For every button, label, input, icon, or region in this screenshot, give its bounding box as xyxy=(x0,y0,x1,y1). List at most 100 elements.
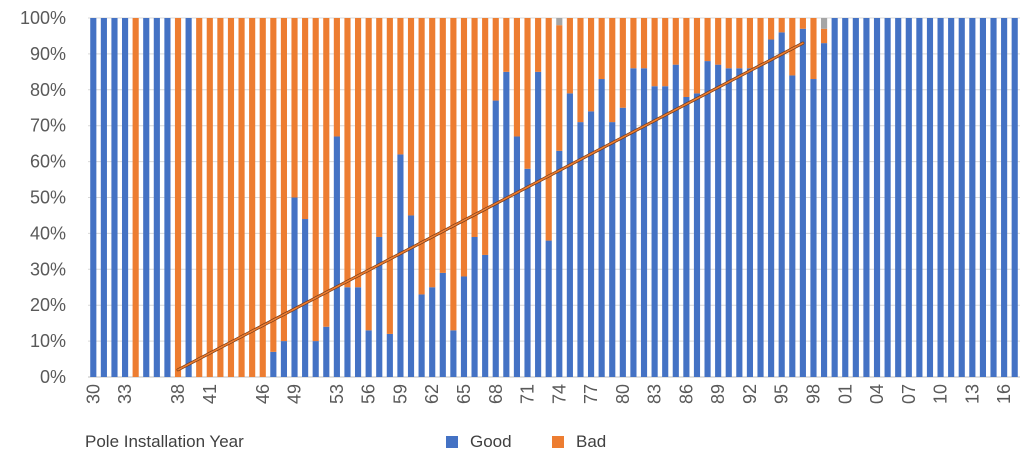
bar-segment-bad-78 xyxy=(598,18,605,80)
bar-segment-bad-38 xyxy=(174,18,182,377)
bar-segment-bad-68 xyxy=(492,18,499,101)
bar-segment-good-67 xyxy=(482,254,489,377)
bar-segment-good-49 xyxy=(291,197,298,377)
x-tick-label: 13 xyxy=(962,384,982,404)
y-tick-label: 20% xyxy=(30,295,66,315)
bar-segment-good-02 xyxy=(852,18,859,377)
bar-segment-good-60 xyxy=(407,215,415,377)
bar-segment-other-74 xyxy=(556,18,563,26)
bar-segment-good-73 xyxy=(545,240,552,377)
bar-segment-good-69 xyxy=(503,71,510,377)
bar-segment-good-96 xyxy=(789,75,796,377)
x-tick-label: 98 xyxy=(803,384,823,404)
x-tick-label: 62 xyxy=(422,384,442,404)
bar-segment-good-50 xyxy=(302,219,309,377)
bar-segment-bad-85 xyxy=(672,18,679,65)
bar-segment-good-11 xyxy=(948,18,955,377)
bar-segment-good-48 xyxy=(280,341,288,377)
bar-segment-good-17 xyxy=(1011,18,1018,377)
bar-segment-good-95 xyxy=(778,32,785,378)
bar-segment-bad-94 xyxy=(768,18,775,40)
x-tick-label: 86 xyxy=(676,384,696,404)
bar-segment-good-82 xyxy=(640,68,648,377)
bar-segment-bad-81 xyxy=(630,18,637,69)
x-tick-label: 41 xyxy=(200,384,220,404)
bar-segment-good-57 xyxy=(376,236,383,377)
bar-segment-good-52 xyxy=(323,326,330,377)
bar-segment-good-16 xyxy=(1001,18,1008,377)
stacked-bar-chart: 0% 10% 20% 30% 40% 50% 60% 70% 80% 90% 100% 30 33 38… xyxy=(20,8,1020,404)
bar-segment-good-07 xyxy=(905,18,912,377)
bar-segment-bad-97 xyxy=(799,18,806,29)
trendline-layer xyxy=(176,41,805,372)
bar-segment-good-86 xyxy=(683,96,690,377)
bar-segment-bad-58 xyxy=(386,18,393,334)
y-tick-label: 70% xyxy=(30,116,66,136)
bar-segment-bad-43 xyxy=(227,18,235,377)
bar-segment-bad-61 xyxy=(418,18,425,295)
bar-segment-bad-44 xyxy=(238,18,245,377)
bar-segment-good-77 xyxy=(587,111,595,377)
bar-segment-good-14 xyxy=(979,18,987,377)
bar-segment-good-93 xyxy=(757,64,764,378)
bar-segment-good-10 xyxy=(937,18,944,377)
bar-segment-bad-98 xyxy=(810,18,817,80)
y-tick-label: 90% xyxy=(30,44,66,64)
bar-segment-good-72 xyxy=(535,71,542,377)
y-tick-label: 80% xyxy=(30,80,66,100)
x-axis-title: Pole Installation Year xyxy=(85,432,244,451)
x-tick-label: 68 xyxy=(486,384,506,404)
x-tick-label: 74 xyxy=(549,384,569,404)
bar-segment-bad-65 xyxy=(460,18,468,277)
bar-segment-good-76 xyxy=(577,122,584,377)
bar-segment-bad-73 xyxy=(545,18,552,241)
bar-segment-good-01 xyxy=(842,18,849,377)
bar-segment-good-31 xyxy=(100,18,107,377)
bar-segment-good-39 xyxy=(185,18,192,377)
bar-segment-bad-72 xyxy=(535,18,542,72)
bar-segment-good-88 xyxy=(704,61,711,378)
bar-segment-bad-96 xyxy=(789,18,796,76)
bar-segment-bad-76 xyxy=(577,18,584,123)
bar-segment-good-15 xyxy=(990,18,997,377)
x-tick-label: 89 xyxy=(708,384,728,404)
bar-segment-good-74 xyxy=(556,150,563,377)
bar-segment-bad-55 xyxy=(354,18,362,288)
bar-segment-bad-74 xyxy=(556,25,563,151)
bar-segment-bad-53 xyxy=(333,18,340,137)
bar-segment-good-51 xyxy=(312,341,319,377)
bar-segment-good-99 xyxy=(820,43,828,377)
x-tick-label: 77 xyxy=(581,384,601,404)
bar-segment-good-90 xyxy=(725,68,732,377)
bar-segment-bad-47 xyxy=(270,18,277,352)
y-tick-label: 50% xyxy=(30,188,66,208)
bar-segment-good-61 xyxy=(418,294,425,377)
y-tick-label: 60% xyxy=(30,152,66,172)
bar-segment-good-12 xyxy=(958,18,965,377)
x-tick-label: 49 xyxy=(285,384,305,404)
bar-segment-bad-95 xyxy=(778,18,785,33)
x-tick-label: 92 xyxy=(740,384,760,404)
bar-segment-bad-40 xyxy=(196,18,203,377)
bar-segment-bad-50 xyxy=(302,18,309,220)
bar-segment-bad-66 xyxy=(471,18,478,237)
x-tick-label: 83 xyxy=(645,384,665,404)
bar-segment-bad-79 xyxy=(609,18,616,123)
bar-segment-good-81 xyxy=(630,68,637,377)
bar-segment-good-79 xyxy=(609,122,616,377)
bar-segment-good-04 xyxy=(873,18,881,377)
bar-segment-good-55 xyxy=(354,287,362,377)
x-tick-label: 38 xyxy=(168,384,188,404)
bar-segment-bad-52 xyxy=(323,18,330,327)
bar-segment-bad-57 xyxy=(376,18,383,237)
bar-segment-bad-99 xyxy=(820,28,828,44)
x-tick-label: 71 xyxy=(518,384,538,404)
bar-segment-bad-89 xyxy=(715,18,722,65)
bar-segment-good-98 xyxy=(810,79,817,377)
bar-segment-good-30 xyxy=(90,18,97,377)
bar-segment-good-71 xyxy=(524,168,531,377)
bar-segment-good-87 xyxy=(693,93,701,377)
bar-segment-good-56 xyxy=(365,330,372,377)
x-tick-label: 53 xyxy=(327,384,347,404)
bar-segment-bad-77 xyxy=(587,18,595,112)
